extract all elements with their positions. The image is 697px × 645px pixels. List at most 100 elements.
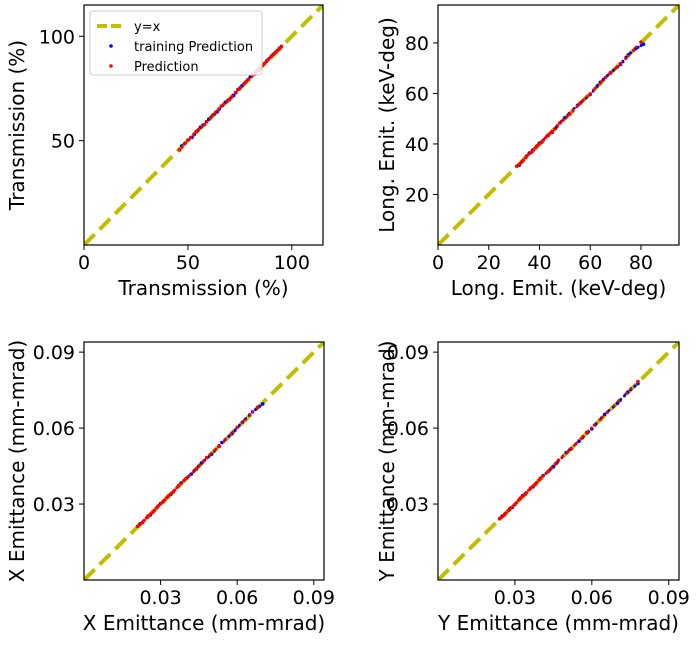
data-point-interp <box>633 384 637 388</box>
data-point-interp <box>225 100 229 104</box>
data-point <box>568 112 572 116</box>
y-axis-label: Y Emittance (mm-mrad) <box>375 341 399 583</box>
data-point-interp <box>188 473 191 477</box>
y-tick-label: 0.09 <box>33 342 75 364</box>
data-point-interp <box>248 413 252 417</box>
data-point-interp <box>198 463 202 467</box>
data-point-interp <box>581 434 585 438</box>
data-point-interp <box>573 443 577 447</box>
data-point-interp <box>556 123 559 127</box>
y-axis-label: X Emittance (mm-mrad) <box>5 340 29 582</box>
data-point <box>151 510 155 514</box>
data-point <box>161 499 165 504</box>
x-tick-label: 0.06 <box>571 587 613 609</box>
data-point-interp <box>240 421 244 425</box>
data-point <box>265 59 269 63</box>
data-point-interp <box>214 447 218 451</box>
data-point <box>273 50 278 55</box>
x-tick-label: 0.06 <box>216 587 258 609</box>
data-point-interp <box>233 428 237 432</box>
data-point-interp <box>592 88 596 92</box>
data-point <box>528 486 533 491</box>
data-point-interp <box>184 141 187 144</box>
data-point-interp <box>565 115 569 118</box>
y-tick-label: 40 <box>405 134 429 156</box>
x-tick-label: 0.09 <box>648 587 690 609</box>
data-point-interp <box>217 107 221 110</box>
data-point <box>227 97 232 102</box>
data-point <box>523 492 527 497</box>
x-tick-label: 0 <box>432 252 444 274</box>
data-point-interp <box>213 110 217 114</box>
data-point-interp <box>192 470 195 473</box>
axes-frame <box>437 4 680 246</box>
data-point-interp <box>575 441 579 445</box>
data-point <box>269 54 273 59</box>
y-tick-label: 50 <box>51 131 75 153</box>
data-point <box>217 444 222 449</box>
y-axis-label: Long. Emit. (keV-deg) <box>375 17 399 233</box>
data-point-interp <box>541 474 545 478</box>
data-point-interp <box>581 98 585 102</box>
data-point-interp <box>550 466 553 470</box>
data-point <box>605 410 610 415</box>
legend-dot-swatch <box>109 64 113 68</box>
data-point <box>535 144 539 148</box>
data-point-interp <box>575 104 579 108</box>
data-point <box>204 455 209 460</box>
data-point-interp <box>197 127 201 131</box>
legend-dot-swatch <box>109 44 113 48</box>
identity-line <box>438 342 679 580</box>
data-point-interp <box>626 54 630 58</box>
data-point-interp <box>202 459 206 462</box>
data-point <box>502 512 507 517</box>
data-point-interp <box>224 437 228 441</box>
axes-frame <box>83 4 324 246</box>
data-point <box>260 402 265 406</box>
data-point-interp <box>600 415 604 419</box>
y-tick-label: 60 <box>405 83 429 105</box>
legend-label: training Prediction <box>134 40 253 55</box>
data-point <box>277 47 282 51</box>
legend: y=x training Prediction Prediction <box>89 10 263 76</box>
axes-frame <box>437 341 680 581</box>
data-point <box>235 425 239 430</box>
data-point-interp <box>250 74 254 78</box>
data-point <box>577 439 581 444</box>
data-point <box>538 476 543 481</box>
data-point <box>603 75 608 80</box>
data-point-interp <box>192 132 196 136</box>
data-point <box>140 520 145 525</box>
data-point-interp <box>229 432 233 436</box>
data-point-interp <box>612 404 616 408</box>
y-tick-label: 0.03 <box>33 494 75 516</box>
data-point-interp <box>585 94 589 98</box>
x-tick-label: 20 <box>477 252 501 274</box>
axes-frame <box>83 341 325 581</box>
data-point <box>219 104 223 109</box>
data-point <box>156 504 160 508</box>
data-point <box>497 516 502 521</box>
data-point <box>279 44 284 49</box>
data-point-interp <box>598 82 602 85</box>
data-point-interp <box>209 452 213 456</box>
data-point <box>557 121 562 125</box>
data-point <box>184 476 188 481</box>
data-point <box>146 514 150 518</box>
data-point <box>202 122 207 127</box>
data-point-interp <box>247 77 251 81</box>
data-point-interp <box>579 436 583 440</box>
y-tick-label: 0.03 <box>387 494 429 516</box>
data-point-interp <box>233 90 237 94</box>
data-point-interp <box>238 423 241 427</box>
x-axis-label: Y Emittance (mm-mrad) <box>437 611 679 635</box>
x-tick-label: 0.03 <box>139 587 181 609</box>
data-point-interp <box>594 86 597 90</box>
data-point <box>524 154 529 158</box>
data-point <box>171 490 176 494</box>
prediction-series <box>135 405 260 529</box>
data-point-interp <box>632 48 636 52</box>
data-point-interp <box>553 127 556 131</box>
data-point <box>519 160 524 164</box>
